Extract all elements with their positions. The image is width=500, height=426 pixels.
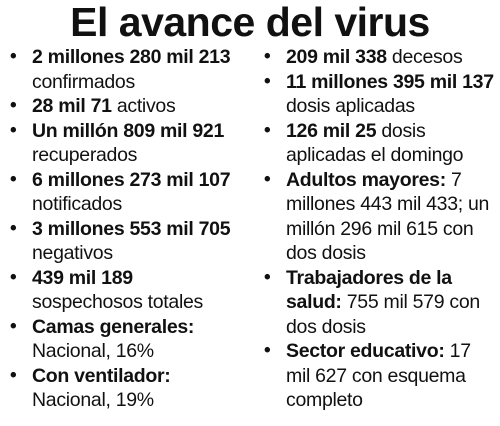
item-value: Trabajadores de la salud: <box>286 266 452 314</box>
list-item-recuperados: • Un millón 809 mil 921 recuperados <box>8 119 248 168</box>
list-item-trabajadores-salud: • Trabajadores de la salud: 755 mil 579 … <box>262 266 498 340</box>
bullet-icon: • <box>10 266 17 288</box>
bullet-icon: • <box>10 217 17 239</box>
right-column-list: • 209 mil 338 decesos • 11 millones 395 … <box>262 45 498 413</box>
list-item-notificados: • 6 millones 273 mil 107 notificados <box>8 168 248 217</box>
item-value: 209 mil 338 <box>286 46 387 68</box>
list-item-con-ventilador: • Con ventilador: Nacional, 19% <box>8 364 248 413</box>
bullet-icon: • <box>264 340 271 361</box>
list-item-confirmados: • 2 millones 280 mil 213 confirmados <box>8 45 248 94</box>
list-item-sector-educativo: • Sector educativo: 17 mil 627 con esque… <box>262 339 498 413</box>
item-label: sospechosos totales <box>32 291 203 313</box>
bullet-icon: • <box>10 168 17 190</box>
item-value: 2 millones 280 mil 213 <box>32 46 231 68</box>
item-label: confirmados <box>32 70 135 93</box>
item-label: 755 mil 579 con dos dosis <box>286 291 480 338</box>
item-label: recuperados <box>32 144 138 166</box>
list-item-activos: • 28 mil 71 activos <box>8 94 248 119</box>
list-item-camas-generales: • Camas generales: Nacional, 16% <box>8 315 248 364</box>
item-value: 6 millones 273 mil 107 <box>32 168 231 191</box>
item-label: Nacional, 16% <box>32 340 154 362</box>
item-value: 11 millones 395 mil 137 <box>286 70 494 93</box>
list-item-adultos-mayores: • Adultos mayores: 7 millones 443 mil 43… <box>262 168 498 266</box>
bullet-icon: • <box>264 266 271 288</box>
item-value: Camas generales: <box>32 315 195 338</box>
list-item-sospechosos: • 439 mil 189 sospechosos totales <box>8 266 248 315</box>
left-column-list: • 2 millones 280 mil 213 confirmados • 2… <box>8 45 248 413</box>
item-value: Adultos mayores: <box>286 168 446 191</box>
item-label: Nacional, 19% <box>32 389 154 411</box>
bullet-icon: • <box>10 46 17 67</box>
item-value: 28 mil 71 <box>32 95 112 117</box>
item-label: notificados <box>32 193 122 215</box>
item-value: 3 millones 553 mil 705 <box>32 217 231 240</box>
item-label: negativos <box>32 242 113 264</box>
page-title: El avance del virus <box>70 0 430 45</box>
bullet-icon: • <box>10 119 17 141</box>
item-value: 439 mil 189 <box>32 266 133 289</box>
item-label: dosis aplicadas <box>286 95 415 117</box>
item-value: Con ventilador: <box>32 364 171 387</box>
bullet-icon: • <box>10 364 17 386</box>
list-item-decesos: • 209 mil 338 decesos <box>262 45 498 70</box>
list-item-dosis-aplicadas: • 11 millones 395 mil 137 dosis aplicada… <box>262 70 498 119</box>
bullet-icon: • <box>10 95 17 116</box>
bullet-icon: • <box>264 46 271 67</box>
bullet-icon: • <box>10 315 17 337</box>
item-label: activos <box>111 95 176 117</box>
bullet-icon: • <box>264 168 271 190</box>
list-item-dosis-domingo: • 126 mil 25 dosis aplicadas el domingo <box>262 119 498 168</box>
item-value: Un millón 809 mil 921 <box>32 119 225 142</box>
item-label: decesos <box>386 46 463 68</box>
item-value: Sector educativo: <box>286 340 445 362</box>
list-item-negativos: • 3 millones 553 mil 705 negativos <box>8 217 248 266</box>
item-label: 17 mil 627 con esquema completo <box>286 340 471 411</box>
item-value: 126 mil 25 <box>286 119 377 142</box>
item-label: 7 millones 443 mil 433; un millón 296 mi… <box>286 168 490 265</box>
bullet-icon: • <box>264 119 271 141</box>
bullet-icon: • <box>264 70 271 92</box>
item-label: dosis aplicadas el domingo <box>286 119 464 167</box>
